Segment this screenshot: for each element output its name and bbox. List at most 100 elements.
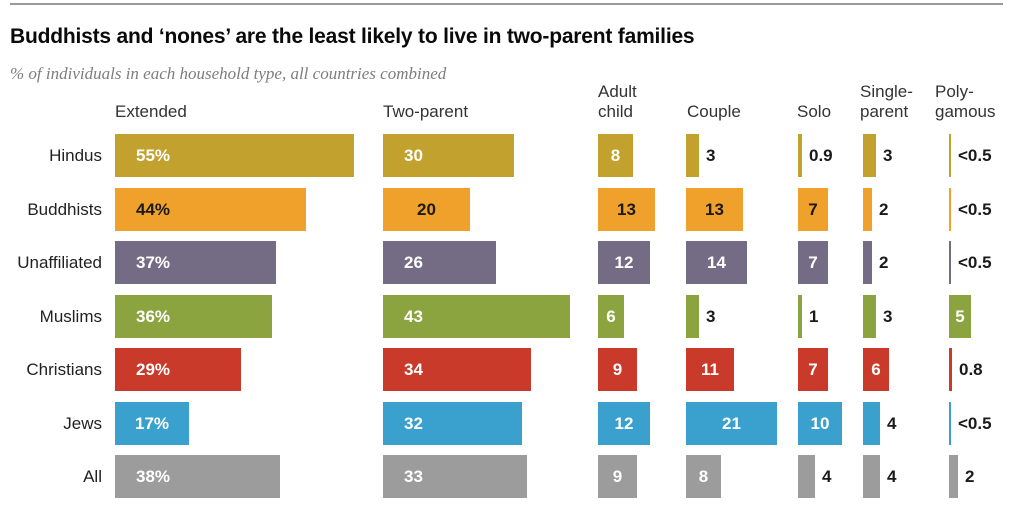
row-label-all: All xyxy=(83,467,102,486)
bar-value-outside: 4 xyxy=(887,414,897,433)
row-label-christians: Christians xyxy=(26,360,102,379)
christians-extended-bar: 29% xyxy=(115,348,241,391)
row-label-buddhists: Buddhists xyxy=(27,200,102,219)
bar-value: 8 xyxy=(698,466,709,486)
bar-value: 6 xyxy=(871,359,881,379)
bar-value: 44% xyxy=(136,199,171,219)
bar-value: 29% xyxy=(136,359,171,379)
bar-value: 11 xyxy=(701,359,719,379)
muslims-two-parent-bar: 43 xyxy=(383,295,570,338)
bar-value: 8 xyxy=(610,145,621,165)
jews-solo-bar: 10 xyxy=(798,402,842,445)
bar-value-outside: 3 xyxy=(883,146,893,165)
column-header-extended: Extended xyxy=(115,102,187,121)
all-extended-bar: 38% xyxy=(115,455,280,498)
hindus-single-parent-bar xyxy=(863,134,876,177)
bar-value: 21 xyxy=(722,413,741,433)
all-solo-bar xyxy=(798,455,815,498)
row-label-hindus: Hindus xyxy=(49,146,102,165)
jews-two-parent-bar: 32 xyxy=(383,402,522,445)
buddhists-adult-child-bar: 13 xyxy=(598,188,655,231)
column-header-two-parent: Two-parent xyxy=(383,102,469,121)
top-divider xyxy=(10,3,1003,5)
buddhists-solo-bar: 7 xyxy=(798,188,828,231)
bar-value-outside: <0.5 xyxy=(958,200,992,219)
unaffiliated-polygamous-bar xyxy=(949,241,951,284)
bar-value-outside: 3 xyxy=(706,146,716,165)
bar-value-outside: 4 xyxy=(822,467,832,486)
bar-value-outside: 3 xyxy=(883,307,893,326)
unaffiliated-adult-child-bar: 12 xyxy=(598,241,650,284)
bar-value: 26 xyxy=(404,252,423,272)
hindus-solo-bar xyxy=(798,134,802,177)
unaffiliated-couple-bar: 14 xyxy=(686,241,747,284)
muslims-polygamous-bar: 5 xyxy=(949,295,971,338)
bar-value: 36% xyxy=(136,306,171,326)
bar-value: 7 xyxy=(808,199,818,219)
bar-value: 7 xyxy=(808,359,818,379)
bar-value: 14 xyxy=(707,252,726,272)
bar-value: 30 xyxy=(404,145,423,165)
bar-value-outside: 4 xyxy=(887,467,897,486)
bar-value: 55% xyxy=(136,145,171,165)
buddhists-two-parent-bar: 20 xyxy=(383,188,470,231)
unaffiliated-solo-bar: 7 xyxy=(798,241,828,284)
buddhists-polygamous-bar xyxy=(949,188,951,231)
bar-value-outside: 2 xyxy=(879,253,889,272)
row-label-unaffiliated: Unaffiliated xyxy=(17,253,102,272)
column-header-single-parent: Single- parent xyxy=(860,82,913,121)
column-header-solo: Solo xyxy=(797,102,832,121)
bar-value: 37% xyxy=(136,252,171,272)
bar-value: 7 xyxy=(808,252,818,272)
all-polygamous-bar xyxy=(949,455,958,498)
buddhists-single-parent-bar xyxy=(863,188,872,231)
hindus-polygamous-bar xyxy=(949,134,951,177)
bar-value: 9 xyxy=(612,359,623,379)
bar-value-outside: <0.5 xyxy=(958,253,992,272)
bar-value: 33 xyxy=(404,466,423,486)
bar-value-outside: 0.8 xyxy=(959,360,983,379)
bar-value: 5 xyxy=(955,306,965,326)
column-header-adult-child: Adult child xyxy=(598,82,637,121)
bar-value-outside: <0.5 xyxy=(958,146,992,165)
chart-title: Buddhists and ‘nones’ are the least like… xyxy=(10,25,695,48)
bar-value-outside: <0.5 xyxy=(958,414,992,433)
buddhists-couple-bar: 13 xyxy=(686,188,743,231)
unaffiliated-extended-bar: 37% xyxy=(115,241,276,284)
muslims-single-parent-bar xyxy=(863,295,876,338)
bar-value: 12 xyxy=(614,252,634,272)
bar-value-outside: 0.9 xyxy=(809,146,833,165)
hindus-adult-child-bar: 8 xyxy=(598,134,633,177)
bar-value: 13 xyxy=(705,199,724,219)
bar-value: 32 xyxy=(404,413,423,433)
hindus-two-parent-bar: 30 xyxy=(383,134,514,177)
jews-adult-child-bar: 12 xyxy=(598,402,650,445)
column-header-polygamous: Poly- gamous xyxy=(935,82,996,121)
muslims-solo-bar xyxy=(798,295,802,338)
bar-value: 20 xyxy=(417,199,436,219)
bar-value-outside: 2 xyxy=(879,200,889,219)
all-single-parent-bar xyxy=(863,455,880,498)
hindus-extended-bar: 55% xyxy=(115,134,354,177)
all-two-parent-bar: 33 xyxy=(383,455,527,498)
muslims-extended-bar: 36% xyxy=(115,295,272,338)
bar-value: 12 xyxy=(614,413,634,433)
bar-value-outside: 2 xyxy=(965,467,975,486)
christians-adult-child-bar: 9 xyxy=(598,348,637,391)
christians-solo-bar: 7 xyxy=(798,348,828,391)
christians-single-parent-bar: 6 xyxy=(863,348,889,391)
row-label-jews: Jews xyxy=(63,414,102,433)
jews-couple-bar: 21 xyxy=(686,402,777,445)
muslims-adult-child-bar: 6 xyxy=(598,295,624,338)
hindus-couple-bar xyxy=(686,134,699,177)
unaffiliated-single-parent-bar xyxy=(863,241,872,284)
row-label-muslims: Muslims xyxy=(39,307,102,326)
bar-value: 17% xyxy=(134,413,170,433)
jews-extended-bar: 17% xyxy=(115,402,189,445)
bar-value: 10 xyxy=(810,413,830,433)
bar-value-outside: 1 xyxy=(809,307,819,326)
all-couple-bar: 8 xyxy=(686,455,721,498)
christians-couple-bar: 11 xyxy=(686,348,734,391)
all-adult-child-bar: 9 xyxy=(598,455,637,498)
